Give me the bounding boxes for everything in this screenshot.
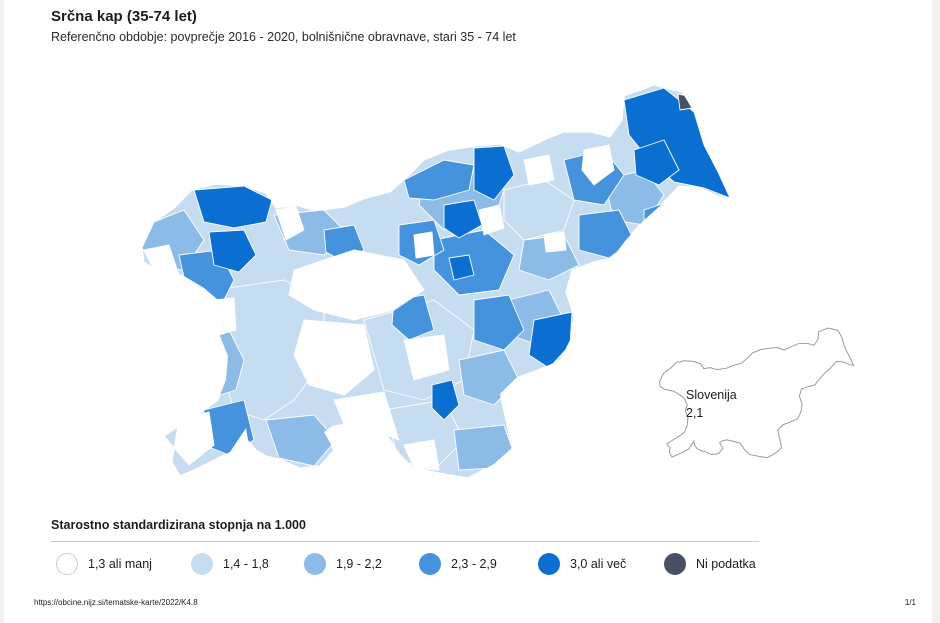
legend-item-highest: 3,0 ali več	[538, 551, 626, 577]
legend: 1,3 ali manj 1,4 - 1,8 1,9 - 2,2 2,3 - 2…	[51, 551, 781, 577]
legend-swatch-highest	[538, 553, 560, 575]
region-white-ormoz	[581, 144, 615, 186]
legend-label-mid: 1,9 - 2,2	[336, 557, 382, 571]
legend-swatch-lowest	[56, 553, 78, 575]
choropleth-map	[141, 84, 855, 479]
region-white-mozirje	[413, 231, 435, 259]
report-page: Srčna kap (35-74 let) Referenčno obdobje…	[4, 0, 932, 623]
region-dark-zasavje	[473, 294, 525, 351]
region-white-crnomelj	[403, 439, 440, 471]
legend-label-no-data: Ni podatka	[696, 557, 756, 571]
region-darkest-bovec	[193, 185, 273, 229]
legend-item-lowest: 1,3 ali manj	[56, 551, 152, 577]
legend-label-high: 2,3 - 2,9	[451, 557, 497, 571]
legend-divider	[51, 541, 759, 542]
region-white-velenje	[478, 204, 505, 236]
legend-item-high: 2,3 - 2,9	[419, 551, 497, 577]
footer-url: https://obcine.nijz.si/tematske-karte/20…	[34, 598, 198, 607]
region-darkest-kobarid	[208, 229, 257, 273]
legend-swatch-high	[419, 553, 441, 575]
legend-swatch-mid	[304, 553, 326, 575]
region-dark-grosuplje	[391, 294, 435, 341]
legend-swatch-low	[191, 553, 213, 575]
map-subtitle: Referenčno obdobje: povprečje 2016 - 202…	[51, 30, 516, 44]
inset-value: 2,1	[686, 406, 704, 420]
region-white-kranj	[275, 205, 305, 241]
footer-page-number: 1/1	[904, 598, 916, 607]
legend-swatch-no-data	[664, 553, 686, 575]
inset-label: Slovenija 2,1	[686, 386, 737, 422]
inset-country: Slovenija	[686, 388, 737, 402]
legend-item-low: 1,4 - 1,8	[191, 551, 269, 577]
legend-item-no-data: Ni podatka	[664, 551, 756, 577]
legend-title: Starostno standardizirana stopnja na 1.0…	[51, 518, 306, 532]
region-white-ribnica	[403, 334, 450, 381]
legend-label-low: 1,4 - 1,8	[223, 557, 269, 571]
region-dark-koroska	[403, 159, 475, 201]
region-white-sezana	[173, 411, 215, 466]
region-mid-belakrajina	[453, 424, 513, 471]
region-white-krsko	[543, 231, 567, 253]
region-white-logatec	[293, 319, 375, 396]
inset-slovenia-map	[659, 327, 855, 459]
region-darkest-brezice	[528, 311, 573, 369]
region-darkest-dravograd	[473, 145, 515, 201]
region-darkest-ljutomer	[633, 139, 680, 186]
legend-item-mid: 1,9 - 2,2	[304, 551, 382, 577]
map-title: Srčna kap (35-74 let)	[51, 8, 197, 25]
region-darkest-osilnica	[431, 379, 460, 421]
region-white-maribor-city	[523, 154, 555, 186]
region-white-ljubljana	[288, 249, 425, 321]
region-mid-kocevje	[265, 414, 337, 467]
region-darkest-zalec	[448, 254, 475, 281]
legend-label-lowest: 1,3 ali manj	[88, 557, 152, 571]
region-darkest-mislinja	[443, 199, 483, 239]
legend-label-highest: 3,0 ali več	[570, 557, 627, 571]
